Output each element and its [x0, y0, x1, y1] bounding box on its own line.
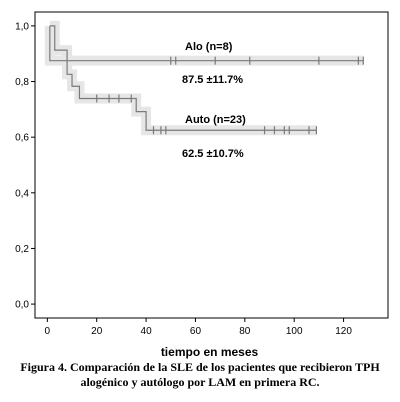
survival-chart: 0 20 40 60 80 100 120 0,0 0,2 0,4 0,6 0,8 1,0 Alo (n…	[15, 11, 389, 359]
x-tick-label-40: 40	[141, 326, 153, 337]
series-line-1	[49, 25, 317, 131]
x-tick-label-0: 0	[45, 326, 51, 337]
x-tick-label-20: 20	[91, 326, 103, 337]
axis-ticks: 0 20 40 60 80 100 120 0,0 0,2 0,4 0,6 0,8 1,0	[15, 21, 352, 337]
y-tick-label-1: 0,2	[15, 244, 29, 255]
x-axis-label: tiempo en meses	[161, 345, 259, 359]
series-label-alo: Alo (n=8)	[185, 41, 233, 53]
series-annotation-auto: 62.5 ±10.7%	[182, 148, 244, 160]
plot-frame	[34, 11, 389, 319]
caption-line-1: Figura 4. Comparación de la SLE de los p…	[20, 360, 380, 374]
series-annotation-alo: 87.5 ±11.7%	[182, 74, 243, 86]
series-layer	[49, 25, 364, 135]
series-line-0	[49, 25, 364, 62]
y-tick-label-4: 0,8	[15, 77, 29, 88]
y-tick-label-5: 1,0	[15, 21, 29, 32]
x-tick-label-80: 80	[239, 326, 251, 337]
caption-line-2: alogénico y autólogo por LAM en primera …	[80, 375, 320, 389]
series-label-auto: Auto (n=23)	[185, 114, 246, 126]
figure-caption: Figura 4. Comparación de la SLE de los p…	[10, 360, 390, 390]
x-tick-label-120: 120	[335, 326, 352, 337]
x-tick-label-100: 100	[286, 326, 303, 337]
y-tick-label-2: 0,4	[15, 188, 29, 199]
y-tick-label-3: 0,6	[15, 133, 29, 144]
y-tick-label-0: 0,0	[15, 300, 29, 311]
x-tick-label-60: 60	[190, 326, 202, 337]
